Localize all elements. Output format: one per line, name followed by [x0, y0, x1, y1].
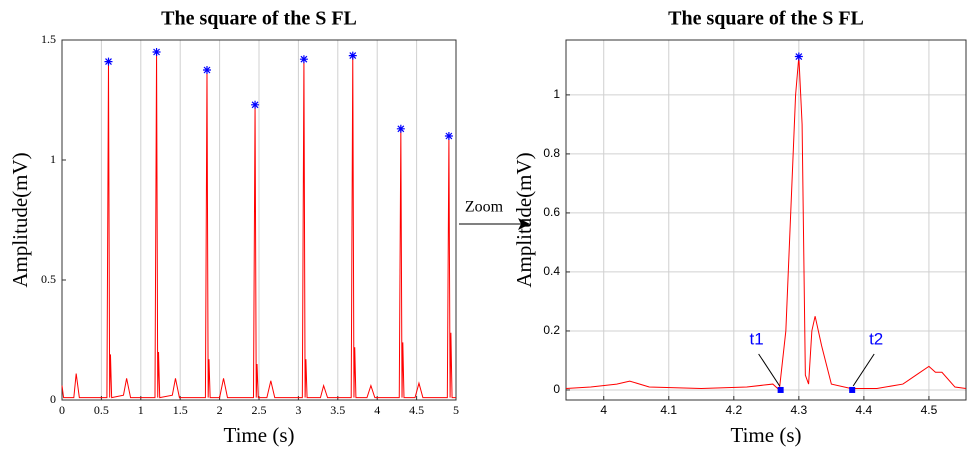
signal-line: [61, 51, 456, 399]
x-tick-label: 4.5: [409, 403, 424, 417]
series-group: [61, 48, 456, 399]
point-label: t2: [869, 329, 883, 348]
x-tick-label: 4.4: [856, 403, 873, 417]
x-tick-label: 5: [453, 403, 459, 417]
peak-marker: [299, 55, 308, 64]
x-tick-label: 4.2: [725, 403, 742, 417]
x-tick-label: 4: [600, 403, 607, 417]
x-tick-label: 0: [59, 403, 65, 417]
point-marker: [777, 386, 784, 393]
chart-title: The square of the S FL: [668, 8, 864, 30]
y-tick-label: 0.4: [543, 264, 560, 278]
x-tick-label: 1: [138, 403, 144, 417]
y-tick-label: 0.8: [543, 146, 560, 160]
plot-area: [566, 40, 966, 400]
y-tick-label: 0.6: [543, 205, 560, 219]
x-tick-label: 4.1: [660, 403, 677, 417]
y-tick-label: 1.5: [41, 32, 56, 46]
y-axis-label: Amplitude(mV): [512, 152, 536, 287]
x-tick-label: 2: [217, 403, 223, 417]
y-tick-label: 0.2: [543, 323, 560, 337]
peak-marker: [348, 51, 357, 60]
y-tick-label: 1: [50, 152, 56, 166]
point-label: t1: [750, 329, 764, 348]
peak-marker: [251, 100, 260, 109]
peak-marker: [152, 48, 161, 56]
x-axis-label: Time (s): [224, 423, 295, 447]
label-arrow: [758, 353, 781, 387]
peak-marker: [794, 52, 803, 61]
x-tick-label: 4: [374, 403, 380, 417]
x-tick-label: 4.3: [791, 403, 808, 417]
series-group: t1 t2: [565, 52, 967, 393]
label-arrow: [852, 353, 875, 387]
y-axis-label: Amplitude(mV): [8, 152, 32, 287]
signal-line: [565, 56, 967, 391]
x-tick-label: 3.5: [330, 403, 345, 417]
peak-marker: [444, 132, 453, 140]
point-marker: [849, 386, 856, 393]
peak-marker: [202, 66, 211, 74]
x-tick-label: 2.5: [252, 403, 267, 417]
zoom-label: Zoom: [465, 199, 504, 216]
y-tick-label: 0: [553, 382, 560, 396]
x-tick-label: 0.5: [94, 403, 109, 417]
x-tick-label: 1.5: [173, 403, 188, 417]
plot-frame: [61, 39, 457, 401]
chart-title: The square of the S FL: [161, 8, 357, 30]
plot-frame: [565, 39, 967, 401]
x-tick-label: 3: [295, 403, 301, 417]
y-tick-label: 1: [553, 87, 560, 101]
x-axis-label: Time (s): [731, 423, 802, 447]
y-tick-label: 0.5: [41, 272, 56, 286]
zoom-arrowhead: [518, 218, 530, 230]
y-tick-label: 0: [50, 392, 56, 406]
peak-marker: [396, 124, 405, 133]
x-tick-label: 4.5: [921, 403, 938, 417]
peak-marker: [104, 57, 113, 66]
